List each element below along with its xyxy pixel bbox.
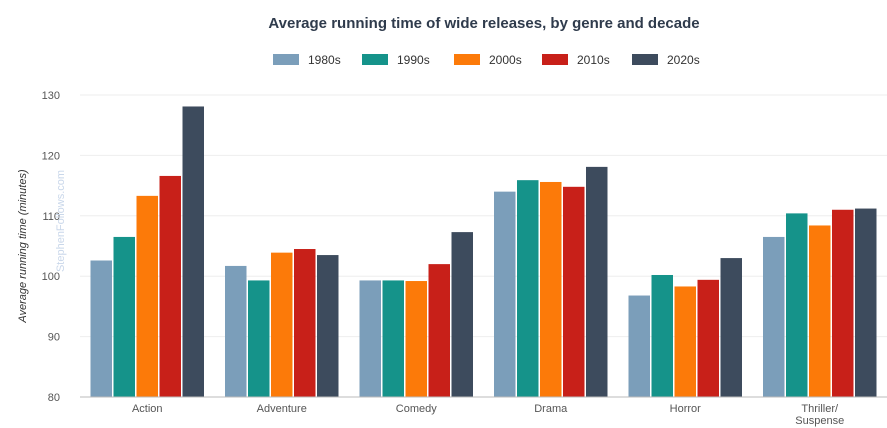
bar-2020s-adventure xyxy=(317,255,339,397)
legend-label: 1990s xyxy=(397,53,430,67)
y-tick-label: 120 xyxy=(42,150,60,162)
bar-2020s-thrillersuspense xyxy=(855,208,877,397)
bar-1990s-drama xyxy=(517,180,539,397)
x-tick-label: Action xyxy=(132,403,163,415)
bar-1990s-action xyxy=(113,236,135,397)
legend: 1980s 1990s 2000s 2010s 2020s xyxy=(273,53,700,67)
bar-2000s-comedy xyxy=(405,281,427,397)
x-tick-label: Comedy xyxy=(396,403,437,415)
y-tick-label: 100 xyxy=(42,271,60,283)
bar-2020s-horror xyxy=(720,258,742,397)
legend-label: 2020s xyxy=(667,53,700,67)
bar-2000s-thrillersuspense xyxy=(809,225,831,397)
x-tick-label: Adventure xyxy=(257,403,307,415)
legend-swatch xyxy=(454,54,480,65)
bar-2000s-horror xyxy=(674,286,696,397)
bar-2020s-comedy xyxy=(451,232,473,397)
x-tick-label: Horror xyxy=(670,403,702,415)
y-axis-ticks: 80 90 100 110 120 130 xyxy=(42,90,60,404)
x-tick-label: Drama xyxy=(534,403,568,415)
legend-swatch xyxy=(632,54,658,65)
y-tick-label: 80 xyxy=(48,392,60,404)
gridlines xyxy=(80,94,887,338)
bar-2010s-adventure xyxy=(294,249,316,397)
bar-1980s-adventure xyxy=(225,265,247,397)
bar-2010s-thrillersuspense xyxy=(832,209,854,397)
legend-label: 2010s xyxy=(577,53,610,67)
bar-1980s-comedy xyxy=(359,280,381,397)
bar-1990s-thrillersuspense xyxy=(786,213,808,397)
bar-2010s-drama xyxy=(563,186,585,397)
x-axis-ticks: Action Adventure Comedy Drama Horror Thriller… xyxy=(132,403,844,427)
bars xyxy=(90,106,877,397)
watermark: StephenFollows.com xyxy=(55,170,67,272)
x-tick-label: Thriller/Suspense xyxy=(795,403,844,427)
y-tick-label: 110 xyxy=(42,211,60,223)
legend-label: 2000s xyxy=(489,53,522,67)
legend-swatch xyxy=(273,54,299,65)
y-axis-title: Average running time (minutes) xyxy=(17,169,29,324)
bar-1980s-horror xyxy=(628,295,650,397)
legend-item: 2010s xyxy=(542,53,610,67)
y-tick-label: 90 xyxy=(48,332,60,344)
legend-item: 1990s xyxy=(362,53,430,67)
chart-title: Average running time of wide releases, b… xyxy=(268,15,699,32)
legend-item: 2000s xyxy=(454,53,522,67)
bar-1980s-drama xyxy=(494,191,516,397)
bar-2020s-action xyxy=(182,106,204,397)
bar-1980s-thrillersuspense xyxy=(763,236,785,397)
legend-swatch xyxy=(542,54,568,65)
y-tick-label: 130 xyxy=(42,90,60,102)
bar-1990s-horror xyxy=(651,274,673,397)
bar-2000s-drama xyxy=(540,181,562,397)
bar-1990s-adventure xyxy=(248,280,270,397)
bar-2020s-drama xyxy=(586,166,608,397)
legend-item: 1980s xyxy=(273,53,341,67)
bar-2010s-action xyxy=(159,175,181,397)
bar-1980s-action xyxy=(90,260,112,397)
bar-1990s-comedy xyxy=(382,280,404,397)
legend-swatch xyxy=(362,54,388,65)
legend-label: 1980s xyxy=(308,53,341,67)
bar-2010s-horror xyxy=(697,279,719,397)
bar-2000s-action xyxy=(136,195,158,397)
legend-item: 2020s xyxy=(632,53,700,67)
bar-2000s-adventure xyxy=(271,252,293,397)
bar-2010s-comedy xyxy=(428,264,450,397)
